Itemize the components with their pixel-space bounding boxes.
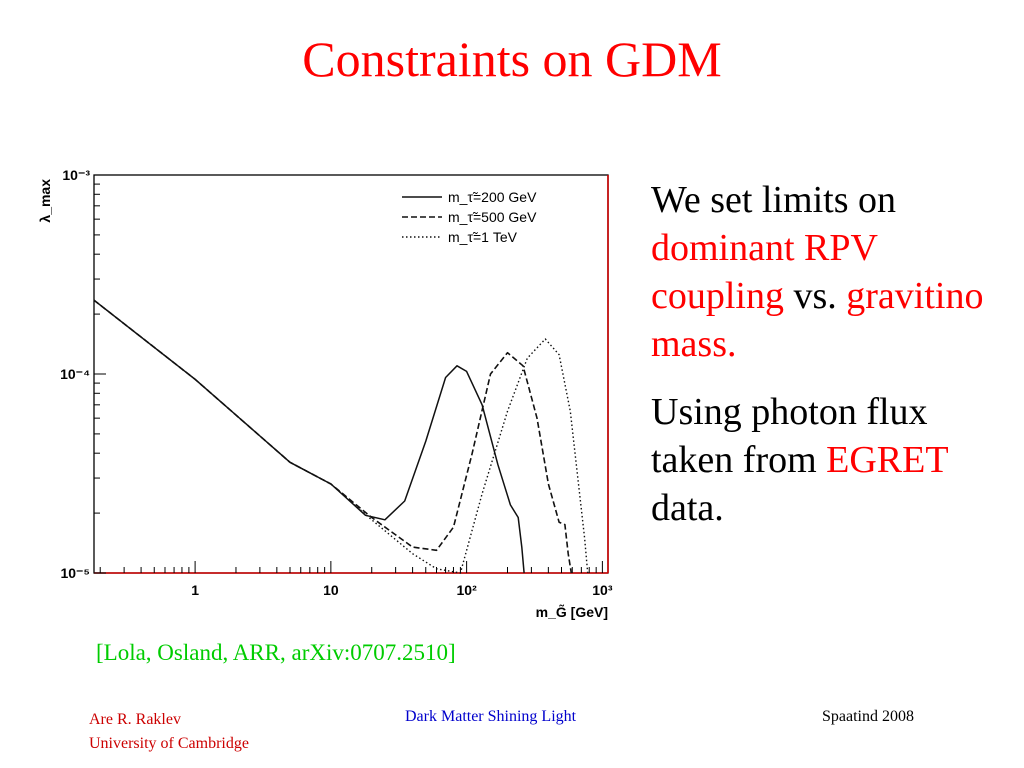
bullet-accent-text: dominant RPV coupling [651, 227, 878, 317]
bullet-accent-text: EGRET [826, 439, 948, 481]
y-tick-label: 10⁻³ [62, 167, 90, 183]
bullet-list: We set limits on dominant RPV coupling v… [651, 176, 1011, 552]
footer-event: Spaatind 2008 [822, 708, 914, 725]
y-tick-label: 10⁻⁵ [60, 565, 90, 581]
y-axis-label: λ_max [37, 179, 53, 223]
footer-author: Are R. Raklev [89, 711, 181, 728]
series-line-2 [93, 299, 573, 574]
bullet-1: We set limits on dominant RPV coupling v… [651, 176, 1011, 368]
x-tick-label: 10 [323, 582, 339, 598]
bullet-text: data. [651, 487, 724, 529]
x-axis-label: m_G̃ [GeV] [536, 603, 608, 620]
bullet-accent-text: gravitino mass. [651, 275, 984, 365]
legend-label-3: m_τ̃=1 TeV [448, 229, 518, 245]
footer-affiliation: University of Cambridge [89, 735, 249, 752]
y-tick-label: 10⁻⁴ [60, 366, 90, 382]
bullet-text: vs. [783, 275, 847, 317]
x-tick-label: 10² [457, 582, 478, 598]
footer-author-block: Are R. Raklev University of Cambridge [89, 708, 249, 756]
bullet-text: Using photon flux taken from [651, 391, 928, 481]
x-tick-label: 1 [191, 582, 199, 598]
series-line-1 [93, 299, 525, 574]
legend-label-1: m_τ̃=200 GeV [448, 189, 537, 205]
legend-label-2: m_τ̃=500 GeV [448, 209, 537, 225]
plot-frame [93, 174, 609, 574]
slide-title: Constraints on GDM [302, 31, 722, 87]
bullet-text: We set limits on [651, 179, 896, 221]
constraint-plot: 1 10 10² 10³ 10⁻⁵ 10⁻⁴ 10⁻³ m_G̃ [GeV] λ_max m_τ̃… [30, 155, 640, 635]
bullet-2: Using photon flux taken from EGRET data. [651, 388, 1011, 532]
footer-talk-title: Dark Matter Shining Light [405, 708, 577, 725]
x-tick-label: 10³ [592, 582, 613, 598]
citation: [Lola, Osland, ARR, arXiv:0707.2510] [96, 640, 456, 665]
plot-svg: 1 10 10² 10³ 10⁻⁵ 10⁻⁴ 10⁻³ m_G̃ [GeV] λ_max m_τ̃… [37, 167, 613, 620]
series-line-3 [93, 299, 589, 574]
